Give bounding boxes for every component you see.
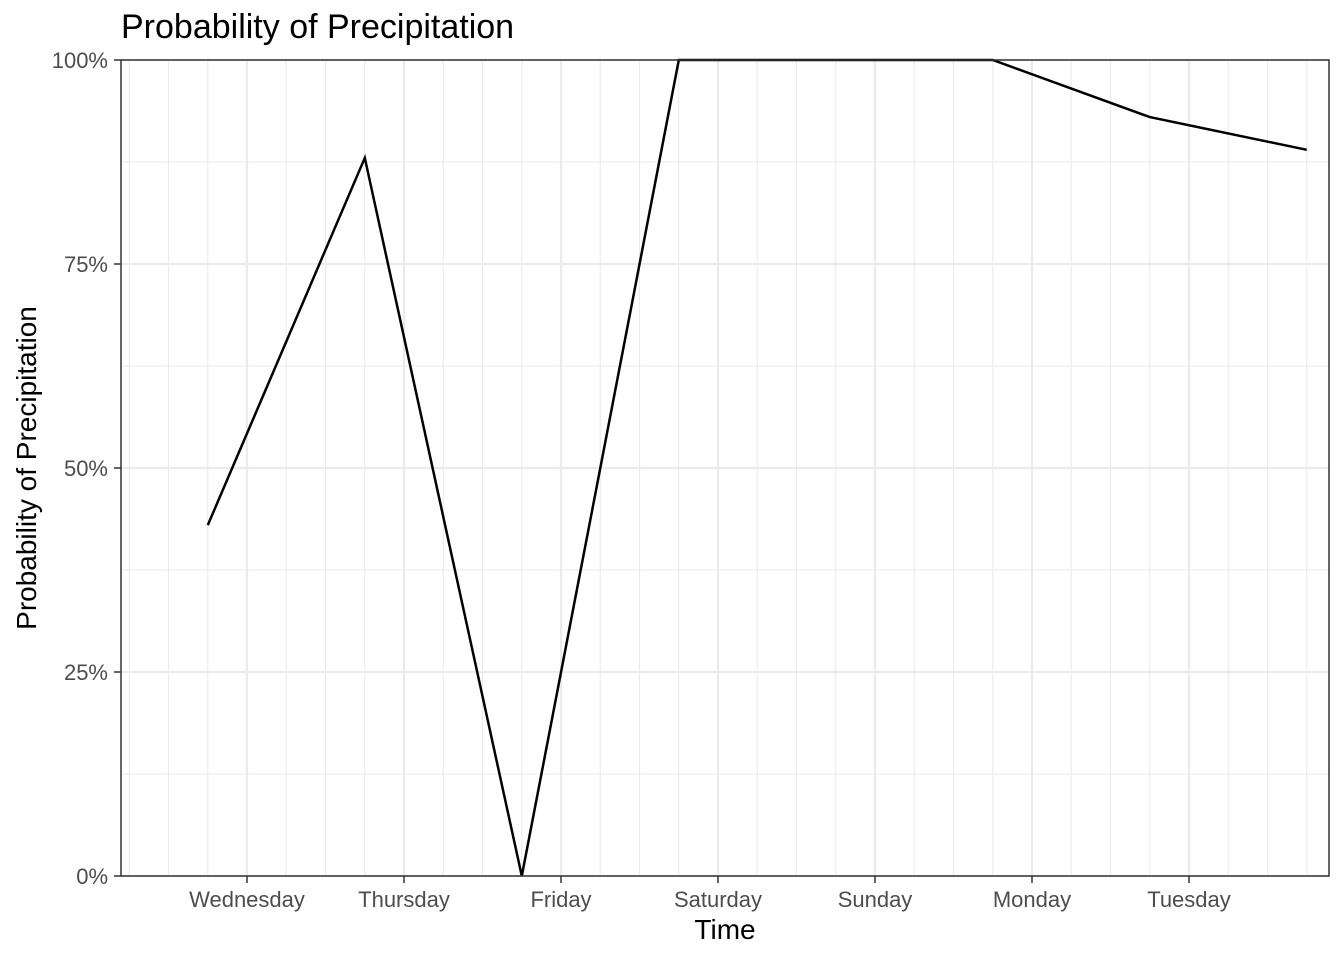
chart-title: Probability of Precipitation bbox=[121, 8, 514, 46]
x-tick-label: Wednesday bbox=[189, 887, 305, 912]
x-tick-label: Tuesday bbox=[1147, 887, 1231, 912]
y-tick-label: 50% bbox=[64, 456, 108, 481]
y-tick-label: 0% bbox=[76, 864, 108, 889]
y-axis-title: Probability of Precipitation bbox=[11, 306, 42, 630]
x-axis-title: Time bbox=[694, 914, 755, 945]
x-tick-label: Sunday bbox=[838, 887, 913, 912]
y-tick-label: 75% bbox=[64, 252, 108, 277]
x-axis: Wednesday Thursday Friday Saturday Sunday Mon… bbox=[189, 876, 1231, 912]
y-tick-label: 100% bbox=[52, 48, 108, 73]
x-tick-label: Saturday bbox=[674, 887, 762, 912]
x-tick-label: Friday bbox=[530, 887, 591, 912]
x-tick-label: Monday bbox=[993, 887, 1071, 912]
y-tick-label: 25% bbox=[64, 660, 108, 685]
x-tick-label: Thursday bbox=[358, 887, 450, 912]
y-axis: 0% 25% 50% 75% 100% bbox=[52, 48, 121, 889]
